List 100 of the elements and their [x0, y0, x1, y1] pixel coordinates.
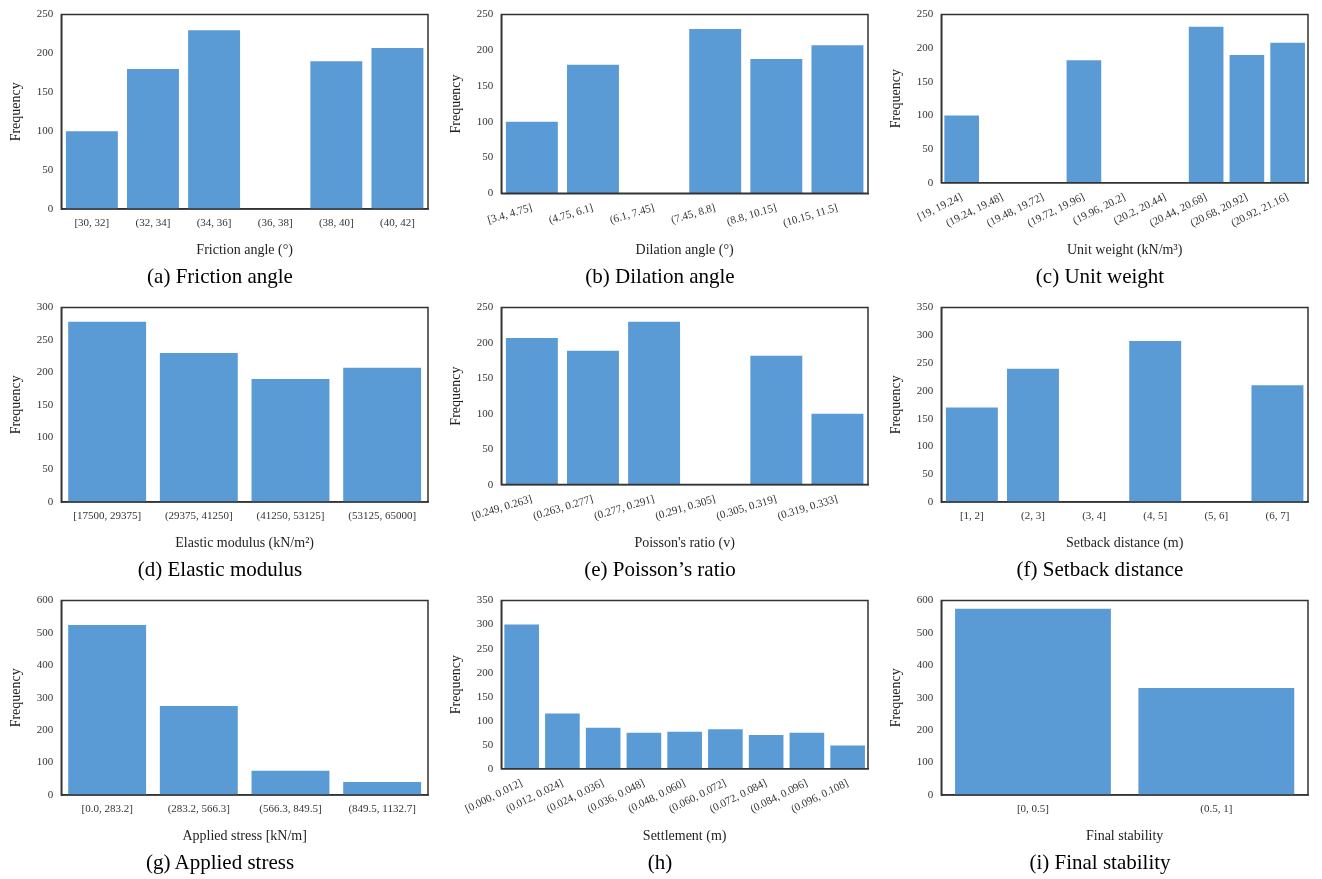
- text: (e) Poisson’s ratio: [583, 556, 737, 583]
- x-tick-label: (7.45, 8.8]: [669, 200, 717, 227]
- y-tick-label: 350: [916, 300, 934, 313]
- bar: [748, 735, 784, 769]
- bar: [504, 624, 539, 769]
- bar: [343, 782, 422, 795]
- y-tick-label: 0: [487, 186, 494, 199]
- y-tick-label: 400: [36, 658, 54, 671]
- x-axis-title: Unit weight (kN/m³): [1066, 242, 1183, 259]
- y-tick-label: 100: [916, 755, 934, 768]
- bar: [585, 727, 621, 769]
- bar: [310, 61, 363, 209]
- bar: [505, 338, 558, 485]
- y-tick-label: 300: [916, 690, 934, 703]
- y-axis-title: Frequency: [888, 375, 904, 435]
- bar: [789, 732, 825, 769]
- text: (h): [646, 849, 674, 876]
- y-tick-label: 300: [36, 690, 54, 703]
- bar: [545, 713, 580, 769]
- y-tick-label: 50: [482, 737, 494, 750]
- y-tick-label: 100: [916, 108, 934, 121]
- bar: [1007, 368, 1059, 502]
- x-tick-label: [0.249, 0.263]: [470, 492, 534, 522]
- x-tick-label: (283.2, 566.3]: [167, 802, 230, 816]
- y-tick-label: 150: [916, 74, 934, 87]
- x-tick-label: (53125, 65000]: [348, 509, 417, 523]
- bar: [626, 732, 662, 769]
- text: (g) Applied stress: [144, 849, 296, 876]
- bar: [567, 64, 619, 194]
- y-tick-label: 50: [482, 150, 494, 163]
- x-tick-label: (566.3, 849.5]: [259, 802, 322, 816]
- y-tick-label: 250: [36, 7, 54, 20]
- bar: [628, 321, 681, 485]
- y-tick-label: 300: [476, 617, 494, 630]
- x-tick-label: (849.5, 1132.7]: [348, 802, 416, 816]
- y-tick-label: 200: [916, 383, 934, 396]
- x-tick-label: (0.5, 1]: [1200, 802, 1233, 816]
- y-tick-label: 50: [42, 462, 54, 475]
- x-tick-label: (2, 3]: [1021, 509, 1045, 523]
- bar: [188, 30, 241, 209]
- bar: [689, 28, 742, 194]
- y-axis-title: Frequency: [448, 74, 464, 134]
- y-tick-label: 200: [916, 723, 934, 736]
- x-axis-title: Settlement (m): [642, 828, 727, 845]
- y-tick-label: 50: [482, 442, 494, 455]
- bar: [68, 624, 147, 795]
- y-tick-label: 200: [36, 723, 54, 736]
- y-axis-title: Frequency: [448, 655, 464, 715]
- y-tick-label: 500: [36, 625, 54, 638]
- x-tick-label: (6.1, 7.45]: [608, 200, 656, 227]
- x-tick-label: [17500, 29375]: [73, 509, 142, 522]
- y-tick-label: 0: [487, 477, 494, 490]
- x-tick-label: (41250, 53125]: [256, 509, 325, 523]
- x-tick-label: [0, 0.5]: [1016, 802, 1050, 815]
- text: (d) Elastic modulus: [136, 556, 304, 583]
- y-tick-label: 50: [922, 141, 934, 154]
- y-tick-label: 100: [916, 439, 934, 452]
- y-tick-label: 250: [916, 356, 934, 369]
- x-tick-label: (36, 38]: [257, 216, 293, 230]
- y-tick-label: 50: [42, 163, 54, 176]
- bar: [830, 745, 865, 769]
- y-tick-label: 300: [36, 300, 54, 313]
- y-tick-label: 400: [916, 658, 934, 671]
- y-tick-label: 200: [476, 665, 494, 678]
- y-tick-label: 500: [916, 625, 934, 638]
- bar: [1066, 60, 1102, 183]
- y-tick-label: 0: [927, 787, 934, 800]
- bar: [1229, 54, 1265, 183]
- bar: [251, 378, 330, 502]
- x-tick-label: [3.4, 4.75]: [485, 200, 534, 226]
- y-axis-title: Frequency: [8, 82, 24, 142]
- bar: [708, 729, 743, 769]
- x-axis-title: Applied stress [kN/m]: [182, 828, 307, 844]
- y-tick-label: 200: [36, 46, 54, 59]
- y-tick-label: 250: [476, 7, 494, 20]
- x-tick-label: (40, 42]: [380, 216, 415, 230]
- x-tick-label: [1, 2]: [959, 509, 984, 522]
- bar: [127, 69, 179, 209]
- x-tick-label: (0.277, 0.291]: [592, 492, 656, 523]
- x-tick-label: (10.15, 11.5]: [781, 200, 840, 230]
- bar: [68, 321, 147, 502]
- y-tick-label: 250: [36, 332, 54, 345]
- x-tick-label: (0.263, 0.277]: [531, 492, 595, 523]
- y-tick-label: 150: [476, 689, 494, 702]
- x-tick-label: (32, 34]: [135, 216, 171, 230]
- bar: [667, 731, 702, 769]
- bar: [811, 413, 864, 485]
- y-tick-label: 100: [36, 124, 54, 137]
- x-axis-title: Poisson's ratio (v): [634, 535, 736, 552]
- x-tick-label: (5, 6]: [1204, 509, 1229, 523]
- x-tick-label: [30, 32]: [74, 216, 110, 229]
- y-tick-label: 100: [476, 406, 494, 419]
- bar: [750, 58, 803, 194]
- x-axis-title: Final stability: [1085, 828, 1164, 844]
- y-tick-label: 300: [916, 328, 934, 341]
- y-tick-label: 150: [36, 397, 54, 410]
- x-tick-label: [0.0, 283.2]: [81, 802, 133, 815]
- text: (a) Friction angle: [146, 263, 294, 290]
- y-tick-label: 100: [36, 755, 54, 768]
- y-axis-title: Frequency: [888, 69, 904, 129]
